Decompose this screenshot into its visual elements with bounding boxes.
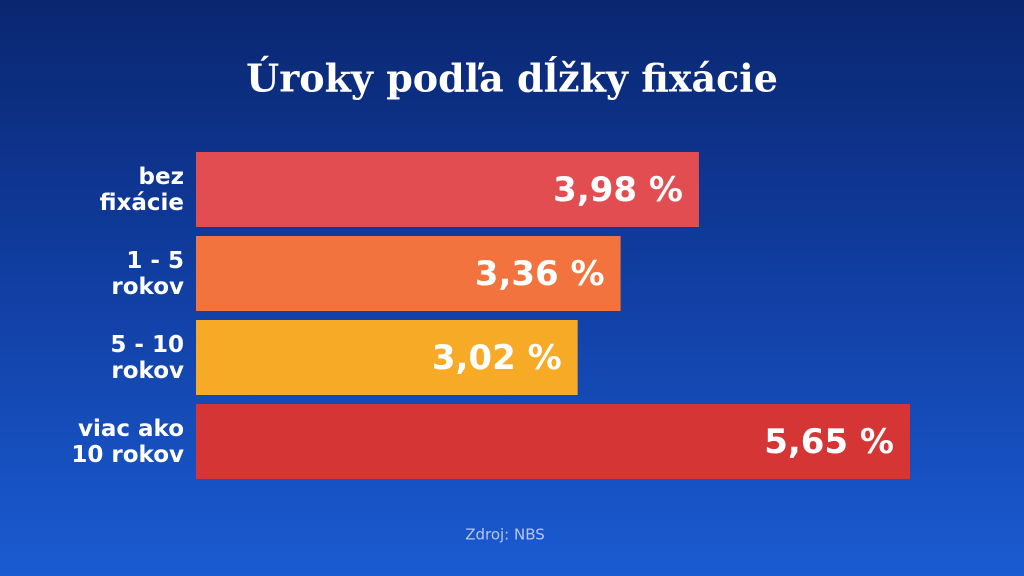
- category-label: 5 - 10 rokov: [110, 331, 184, 384]
- category-label: viac ako 10 rokov: [71, 415, 184, 468]
- source: Zdroj: NBS: [465, 526, 545, 544]
- category-label: bez fixácie: [99, 163, 184, 216]
- bar: [196, 320, 578, 395]
- value-label: 3,98 %: [553, 170, 683, 210]
- chart-title: Úroky podľa dĺžky fixácie: [246, 56, 778, 101]
- bar: [196, 404, 910, 479]
- bar: [196, 152, 699, 227]
- bar: [196, 236, 621, 311]
- value-label: 5,65 %: [764, 422, 894, 462]
- value-label: 3,02 %: [432, 338, 562, 378]
- category-label: 1 - 5 rokov: [111, 247, 184, 300]
- value-label: 3,36 %: [475, 254, 605, 294]
